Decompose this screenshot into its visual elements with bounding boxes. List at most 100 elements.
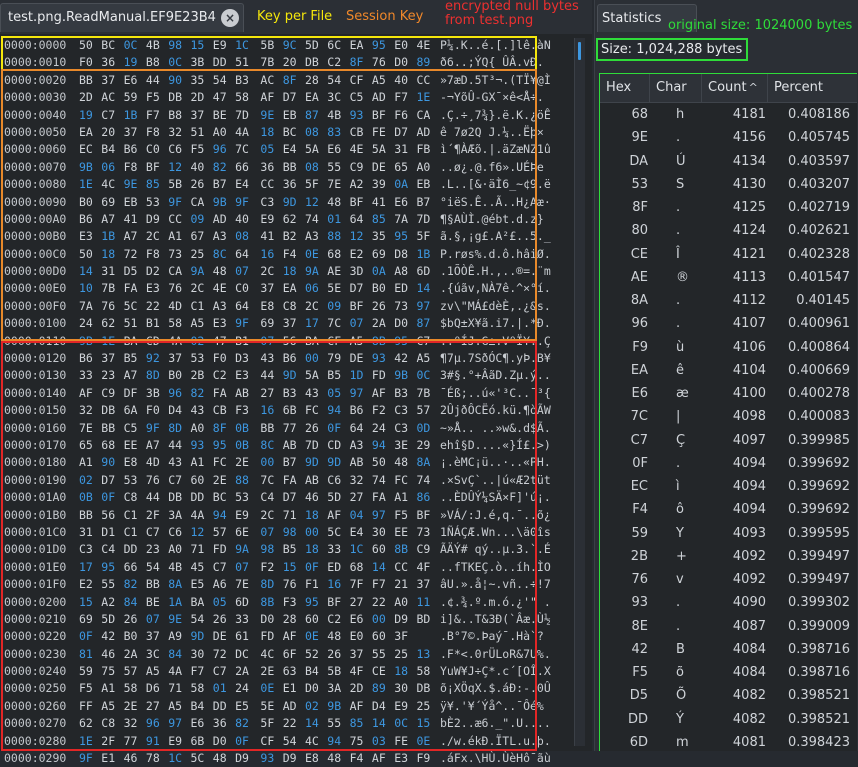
hex-byte[interactable]: 0F <box>235 733 249 748</box>
hex-byte[interactable]: 15 <box>416 716 431 731</box>
hex-byte[interactable]: 96 <box>168 385 183 400</box>
hex-byte[interactable]: BD <box>416 611 431 626</box>
hex-byte[interactable]: C4 <box>260 490 275 505</box>
hex-byte[interactable]: CF <box>327 333 342 348</box>
hex-byte[interactable]: EA <box>305 90 319 105</box>
hex-byte[interactable]: AD <box>212 211 227 226</box>
hex-byte[interactable]: EE <box>394 524 409 539</box>
hex-byte[interactable]: 26 <box>305 420 319 435</box>
table-row[interactable]: 8A. 4112 0.40145 <box>600 289 857 312</box>
hex-byte[interactable]: B8 <box>145 55 160 70</box>
hex-byte[interactable]: 5D <box>305 38 319 52</box>
hex-byte[interactable]: 95 <box>394 229 409 244</box>
hex-byte[interactable]: 50 <box>371 455 386 470</box>
hex-byte[interactable]: C7 <box>145 524 160 539</box>
hex-byte[interactable]: 53 <box>145 194 160 209</box>
hex-byte[interactable]: 19 <box>79 107 93 122</box>
hex-byte[interactable]: E3 <box>394 751 409 766</box>
hex-byte[interactable]: 07 <box>260 524 275 539</box>
hex-byte[interactable]: 51 <box>123 316 138 331</box>
hex-byte[interactable]: 69 <box>79 611 93 626</box>
hex-byte[interactable]: F5 <box>394 507 409 522</box>
hex-byte[interactable]: 61 <box>235 629 249 644</box>
hex-byte[interactable]: B6 <box>349 403 364 418</box>
hex-byte[interactable]: C8 <box>123 490 138 505</box>
hex-byte[interactable]: B0 <box>168 368 183 383</box>
hex-byte[interactable]: 8A <box>168 577 183 592</box>
hex-byte[interactable]: E8 <box>260 298 275 313</box>
hex-byte[interactable]: EC <box>79 142 93 157</box>
hex-byte[interactable]: 05 <box>260 142 275 157</box>
hex-byte[interactable]: B5 <box>123 351 138 366</box>
hex-byte[interactable]: 8B <box>371 333 386 348</box>
hex-byte[interactable]: 35 <box>190 72 205 87</box>
hex-byte[interactable]: 26 <box>190 177 205 192</box>
hex-byte[interactable]: 0E <box>305 246 319 261</box>
hex-byte[interactable]: 32 <box>79 403 93 418</box>
hex-byte[interactable]: 4A <box>190 507 205 522</box>
hex-byte[interactable]: A5 <box>349 333 364 348</box>
hex-byte[interactable]: 27 <box>145 698 160 713</box>
hex-byte[interactable]: 5B <box>168 177 183 192</box>
hex-byte[interactable]: 01 <box>212 681 227 696</box>
hex-byte[interactable]: 8B <box>260 594 275 609</box>
hex-byte[interactable]: 58 <box>123 681 138 696</box>
hex-byte[interactable]: 32 <box>123 716 138 731</box>
hex-byte[interactable]: 5E <box>260 698 275 713</box>
hex-byte[interactable]: 9A <box>235 542 249 557</box>
table-row[interactable]: 6D m 4081 0.398423 <box>600 731 857 751</box>
hex-byte[interactable]: 5A <box>371 142 386 157</box>
hex-byte[interactable]: 58 <box>235 90 249 105</box>
hex-byte[interactable]: CA <box>168 264 183 279</box>
hex-byte[interactable]: 82 <box>123 577 138 592</box>
hex-byte[interactable]: BF <box>371 107 386 122</box>
hex-byte[interactable]: 60 <box>371 629 386 644</box>
hex-byte[interactable]: 22 <box>282 716 297 731</box>
hex-byte[interactable]: A2 <box>101 594 116 609</box>
hex-byte[interactable]: C9 <box>416 542 431 557</box>
hex-byte[interactable]: 48 <box>327 194 342 209</box>
hex-byte[interactable]: D7 <box>101 472 116 487</box>
hex-byte[interactable]: 00 <box>260 455 275 470</box>
hex-byte[interactable]: E0 <box>394 38 409 52</box>
hex-byte[interactable]: B1 <box>145 316 160 331</box>
hex-byte[interactable]: 13 <box>416 646 431 661</box>
hex-byte[interactable]: 86 <box>416 490 431 505</box>
hex-byte[interactable]: 5C <box>327 524 342 539</box>
hex-byte[interactable]: 4C <box>101 177 116 192</box>
hex-byte[interactable]: A3 <box>349 437 364 452</box>
hex-byte[interactable]: F5 <box>79 681 93 696</box>
hex-byte[interactable]: 6C <box>327 38 342 52</box>
hex-byte[interactable]: 90 <box>101 455 116 470</box>
hex-byte[interactable]: BA <box>123 333 138 348</box>
hex-byte[interactable]: 2E <box>260 664 275 679</box>
hex-byte[interactable]: D6 <box>145 681 160 696</box>
hex-byte[interactable]: 93 <box>190 437 205 452</box>
hex-byte[interactable]: F0 <box>79 55 93 70</box>
hex-byte[interactable]: AF <box>371 751 386 766</box>
hex-byte[interactable]: 0E <box>260 681 275 696</box>
hex-byte[interactable]: A3 <box>212 298 227 313</box>
hex-byte[interactable]: F8 <box>145 124 160 139</box>
hex-byte[interactable]: CB <box>212 403 227 418</box>
hex-byte[interactable]: 1E <box>79 177 93 192</box>
hex-byte[interactable]: 53 <box>190 351 205 366</box>
table-row[interactable]: F5 õ 4084 0.398716 <box>600 661 857 684</box>
hex-byte[interactable]: 25 <box>394 646 409 661</box>
hex-byte[interactable]: 7E <box>235 577 249 592</box>
hex-byte[interactable]: 18 <box>282 264 297 279</box>
hex-byte[interactable]: AB <box>235 385 249 400</box>
hex-byte[interactable]: BC <box>282 124 297 139</box>
hex-byte[interactable]: E4 <box>349 524 364 539</box>
hex-byte[interactable]: C9 <box>349 159 364 174</box>
hex-byte[interactable]: 14 <box>79 264 93 279</box>
hex-byte[interactable]: 48 <box>394 455 409 470</box>
hex-byte[interactable]: B7 <box>212 177 227 192</box>
hex-byte[interactable]: 06 <box>101 159 116 174</box>
hex-byte[interactable]: BE <box>145 594 160 609</box>
hex-byte[interactable]: 82 <box>190 385 205 400</box>
hex-byte[interactable]: 3C <box>145 646 160 661</box>
hex-byte[interactable]: 64 <box>349 420 364 435</box>
hex-byte[interactable]: C2 <box>212 368 227 383</box>
hex-byte[interactable]: 81 <box>79 646 93 661</box>
